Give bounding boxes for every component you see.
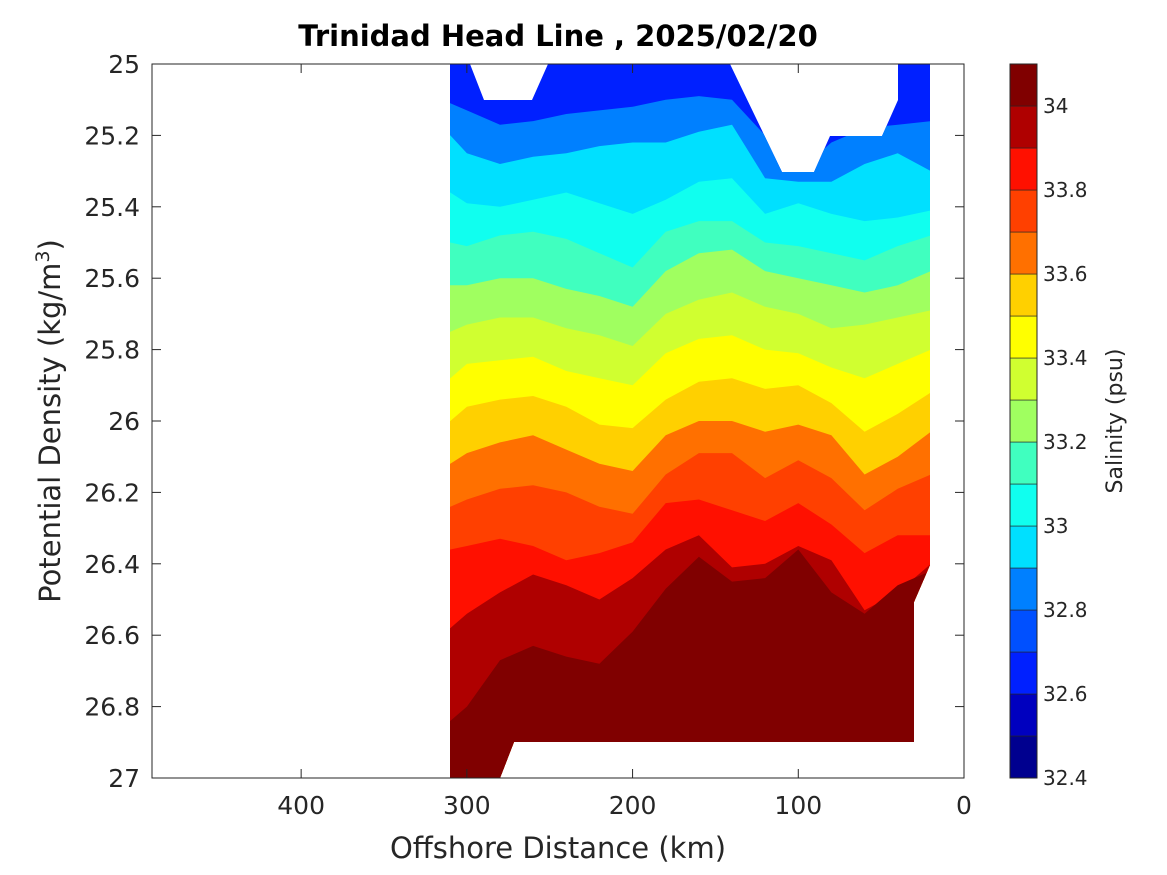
contour-bands xyxy=(450,64,930,778)
colorbar-tick-label: 33.2 xyxy=(1043,430,1088,454)
y-tick-label: 25.4 xyxy=(84,193,140,222)
y-axis-title-superscript: 3 xyxy=(32,250,54,262)
colorbar-segment xyxy=(1009,357,1038,401)
x-tick-label: 400 xyxy=(277,791,325,820)
colorbar-segment xyxy=(1009,735,1038,779)
colorbar-tick-label: 33 xyxy=(1043,514,1068,538)
y-tick-label: 26.6 xyxy=(84,621,140,650)
colorbar-tick-label: 32.6 xyxy=(1043,682,1088,706)
y-tick-label: 26.8 xyxy=(84,693,140,722)
colorbar-frame xyxy=(1009,63,1038,779)
colorbar-segment xyxy=(1009,105,1038,149)
y-axis-title: Potential Density (kg/m3) xyxy=(32,239,67,603)
colorbar-tick-label: 33.6 xyxy=(1043,262,1088,286)
x-tick-label: 300 xyxy=(443,791,491,820)
x-axis-title: Offshore Distance (km) xyxy=(390,831,726,865)
colorbar-segment xyxy=(1009,273,1038,317)
x-tick-label: 0 xyxy=(956,791,972,820)
y-tick-label: 25 xyxy=(108,50,140,79)
colorbar-tick-label: 32.4 xyxy=(1043,766,1088,790)
y-axis-title-close: ) xyxy=(33,239,67,250)
colorbar-segment xyxy=(1009,567,1038,611)
y-axis: 25 25.2 25.4 25.6 25.8 26 26.2 26.4 26.6 26.8 27 xyxy=(84,50,964,793)
colorbar-segment xyxy=(1009,441,1038,485)
x-axis: 400 300 200 100 0 xyxy=(277,64,972,820)
y-tick-label: 26 xyxy=(108,407,140,436)
colorbar-title: Salinity (psu) xyxy=(1103,349,1128,494)
y-tick-label: 25.2 xyxy=(84,121,140,150)
y-tick-label: 25.8 xyxy=(84,336,140,365)
x-tick-label: 100 xyxy=(774,791,822,820)
colorbar-segment xyxy=(1009,693,1038,737)
colorbar-segment xyxy=(1009,147,1038,191)
y-tick-label: 26.2 xyxy=(84,478,140,507)
plot-area xyxy=(152,64,964,778)
colorbar-tick-label: 32.8 xyxy=(1043,598,1088,622)
colorbar-segment xyxy=(1009,525,1038,569)
colorbar-segment xyxy=(1009,609,1038,653)
colorbar: 32.4 32.6 32.8 33 33.2 33.4 33.6 33.8 34 xyxy=(1009,63,1088,790)
colorbar-segment xyxy=(1009,189,1038,233)
y-tick-label: 27 xyxy=(108,764,140,793)
x-tick-label: 200 xyxy=(609,791,657,820)
colorbar-tick-label: 34 xyxy=(1043,94,1068,118)
y-tick-label: 25.6 xyxy=(84,264,140,293)
colorbar-segment xyxy=(1009,315,1038,359)
y-tick-label: 26.4 xyxy=(84,550,140,579)
colorbar-segment xyxy=(1009,63,1038,107)
chart-title: Trinidad Head Line , 2025/02/20 xyxy=(298,19,818,53)
colorbar-segment xyxy=(1009,399,1038,443)
colorbar-segment xyxy=(1009,651,1038,695)
colorbar-tick-label: 33.8 xyxy=(1043,178,1088,202)
colorbar-segment xyxy=(1009,231,1038,275)
colorbar-segment xyxy=(1009,483,1038,527)
colorbar-tick-label: 33.4 xyxy=(1043,346,1088,370)
y-axis-title-main: Potential Density (kg/m xyxy=(33,263,67,603)
